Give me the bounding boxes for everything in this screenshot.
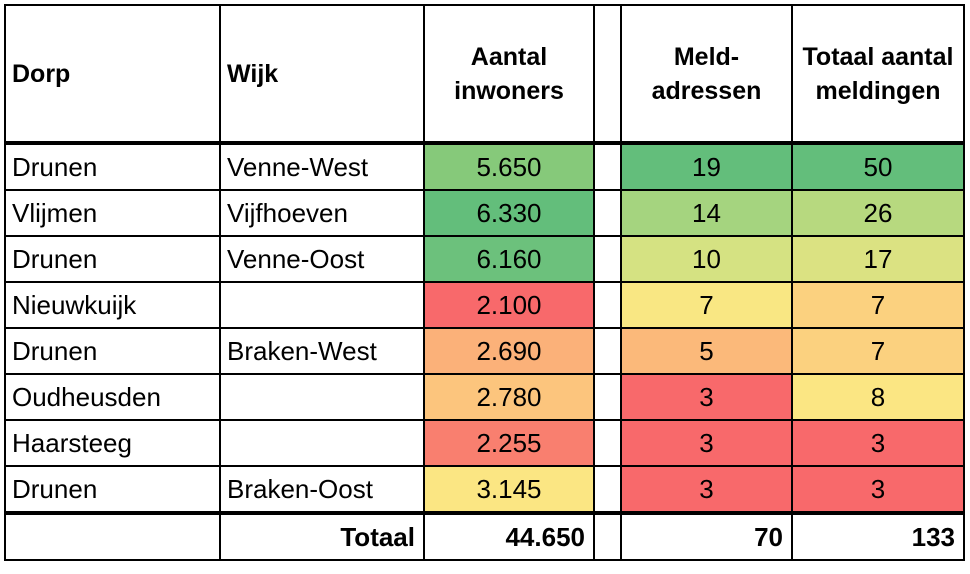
- header-meld-line2: adressen: [651, 76, 762, 105]
- cell-inwoners: 2.780: [423, 373, 595, 421]
- spacer-column: [593, 373, 622, 421]
- cell-meldadressen: 14: [620, 189, 793, 237]
- table-body: Drunen Venne-West 5.650 19 50 Vlijmen Vijfhoev…: [4, 141, 965, 514]
- cell-inwoners: 5.650: [423, 141, 595, 191]
- meldingen-table: Dorp Wijk Aantal inwoners Meld- adressen…: [4, 4, 965, 561]
- totals-meldadressen: 70: [620, 511, 793, 561]
- table-row: Oudheusden 2.780 3 8: [4, 373, 965, 421]
- cell-meldingen: 26: [791, 189, 965, 237]
- cell-meldadressen: 19: [620, 141, 793, 191]
- totals-inwoners: 44.650: [423, 511, 595, 561]
- cell-wijk: Braken-Oost: [219, 465, 425, 514]
- totals-meldingen: 133: [791, 511, 965, 561]
- cell-meldingen: 3: [791, 465, 965, 514]
- spacer-column: [593, 281, 622, 329]
- cell-inwoners: 6.330: [423, 189, 595, 237]
- cell-meldadressen: 5: [620, 327, 793, 375]
- cell-inwoners: 2.690: [423, 327, 595, 375]
- cell-wijk: Braken-West: [219, 327, 425, 375]
- header-inwoners-line2: inwoners: [454, 76, 564, 105]
- header-wijk: Wijk: [219, 4, 425, 144]
- table-row: Nieuwkuijk 2.100 7 7: [4, 281, 965, 329]
- cell-meldingen: 7: [791, 281, 965, 329]
- table-row: Drunen Braken-West 2.690 5 7: [4, 327, 965, 375]
- table-row: Drunen Braken-Oost 3.145 3 3: [4, 465, 965, 514]
- cell-inwoners: 2.100: [423, 281, 595, 329]
- cell-wijk: [219, 281, 425, 329]
- cell-wijk: Venne-West: [219, 141, 425, 191]
- table-row: Drunen Venne-Oost 6.160 10 17: [4, 235, 965, 283]
- cell-wijk: [219, 419, 425, 467]
- cell-meldadressen: 3: [620, 373, 793, 421]
- spacer-column: [593, 235, 622, 283]
- cell-wijk: Vijfhoeven: [219, 189, 425, 237]
- cell-dorp: Nieuwkuijk: [4, 281, 221, 329]
- header-totaal-line1: Totaal aantal: [802, 42, 954, 71]
- totals-label: Totaal: [219, 511, 425, 561]
- header-meldingen: Totaal aantal meldingen: [791, 4, 965, 144]
- cell-wijk: Venne-Oost: [219, 235, 425, 283]
- header-inwoners-line1: Aantal: [470, 42, 548, 71]
- cell-meldingen: 17: [791, 235, 965, 283]
- cell-dorp: Drunen: [4, 235, 221, 283]
- cell-dorp: Drunen: [4, 141, 221, 191]
- header-totaal-line2: meldingen: [815, 76, 941, 105]
- cell-meldingen: 7: [791, 327, 965, 375]
- cell-dorp: Haarsteeg: [4, 419, 221, 467]
- header-dorp: Dorp: [4, 4, 221, 144]
- cell-dorp: Drunen: [4, 327, 221, 375]
- cell-inwoners: 3.145: [423, 465, 595, 514]
- cell-dorp: Drunen: [4, 465, 221, 514]
- spacer-column: [593, 465, 622, 514]
- header-row: Dorp Wijk Aantal inwoners Meld- adressen…: [4, 4, 965, 144]
- data-table-container: Dorp Wijk Aantal inwoners Meld- adressen…: [4, 4, 965, 569]
- table-row: Vlijmen Vijfhoeven 6.330 14 26: [4, 189, 965, 237]
- header-meldadressen: Meld- adressen: [620, 4, 793, 144]
- cell-meldadressen: 10: [620, 235, 793, 283]
- spacer-column: [593, 4, 622, 144]
- spacer-column: [593, 327, 622, 375]
- cell-inwoners: 2.255: [423, 419, 595, 467]
- spacer-column: [593, 511, 622, 561]
- cell-dorp: Oudheusden: [4, 373, 221, 421]
- header-meld-line1: Meld-: [673, 42, 740, 71]
- totals-empty-cell: [4, 511, 221, 561]
- cell-wijk: [219, 373, 425, 421]
- cell-dorp: Vlijmen: [4, 189, 221, 237]
- table-row: Drunen Venne-West 5.650 19 50: [4, 141, 965, 191]
- cell-meldadressen: 3: [620, 419, 793, 467]
- table-row: Haarsteeg 2.255 3 3: [4, 419, 965, 467]
- cell-meldingen: 3: [791, 419, 965, 467]
- cell-inwoners: 6.160: [423, 235, 595, 283]
- spacer-column: [593, 419, 622, 467]
- header-inwoners: Aantal inwoners: [423, 4, 595, 144]
- cell-meldingen: 8: [791, 373, 965, 421]
- cell-meldingen: 50: [791, 141, 965, 191]
- cell-meldadressen: 7: [620, 281, 793, 329]
- cell-meldadressen: 3: [620, 465, 793, 514]
- spacer-column: [593, 189, 622, 237]
- totals-row: Totaal 44.650 70 133: [4, 511, 965, 561]
- spacer-column: [593, 141, 622, 191]
